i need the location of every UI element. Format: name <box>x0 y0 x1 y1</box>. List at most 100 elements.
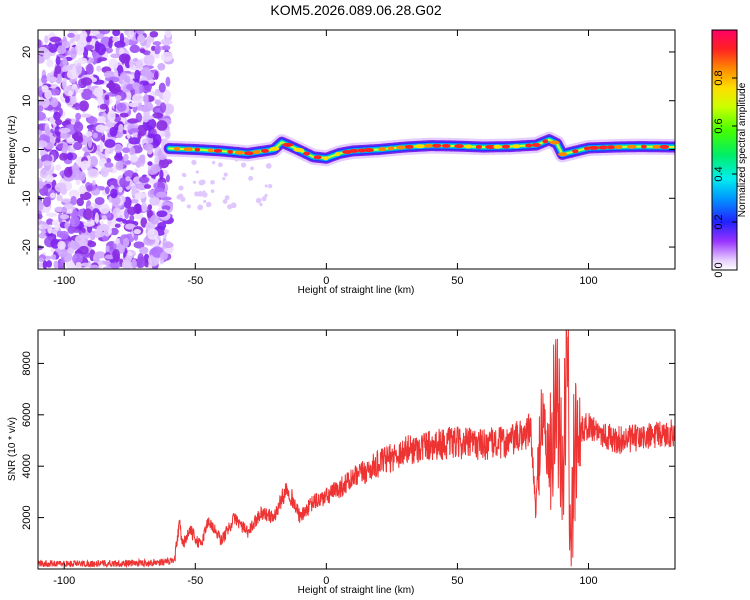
ridge-peak <box>441 143 451 148</box>
noise-dot <box>192 180 197 184</box>
noise-blob <box>88 168 98 177</box>
ridge-peak <box>234 150 244 155</box>
noise-blob <box>99 203 110 215</box>
noise-blob <box>97 57 108 62</box>
noise-blob <box>147 204 153 211</box>
noise-blob <box>130 154 139 163</box>
noise-blob <box>109 126 118 137</box>
noise-blob <box>99 103 108 110</box>
noise-blob <box>160 38 172 46</box>
noise-blob <box>155 191 168 198</box>
ridge-peak <box>342 149 352 154</box>
noise-blob <box>46 59 54 68</box>
noise-blob <box>157 62 166 71</box>
snr-panel: -100 -50 0 50 100 2000 4000 6000 8000 Height of … <box>7 329 676 596</box>
noise-blob <box>38 105 44 112</box>
ridge-peak <box>363 148 374 153</box>
noise-dot <box>240 162 247 168</box>
noise-blob <box>134 69 141 82</box>
snr-ticks: -100 -50 0 50 100 2000 4000 6000 8000 <box>21 330 675 587</box>
noise-blob <box>46 76 58 82</box>
ridge-peak <box>606 145 615 150</box>
noise-blob <box>134 192 147 199</box>
noise-blob <box>132 93 144 104</box>
noise-blob <box>86 35 92 43</box>
noise-blob <box>162 89 171 101</box>
noise-blob <box>63 166 73 178</box>
colorbar-ticks: 0.0 0.2 0.4 0.6 0.8 <box>713 70 737 278</box>
noise-blob <box>66 137 75 143</box>
noise-blob <box>75 112 82 121</box>
noise-blob <box>59 214 70 220</box>
noise-blob <box>38 111 46 121</box>
noise-blob <box>105 245 110 252</box>
noise-blob <box>106 82 117 88</box>
ridge-peak <box>542 139 549 144</box>
noise-blob <box>124 169 135 179</box>
noise-blob <box>62 57 68 67</box>
noise-blob <box>160 51 173 62</box>
chart-title: KOM5.2026.089.06.28.G02 <box>270 2 441 18</box>
noise-blob <box>134 212 144 220</box>
noise-blob <box>45 174 54 183</box>
noise-blob <box>97 115 106 124</box>
noise-blob <box>61 198 72 204</box>
snr-marks <box>38 330 675 569</box>
noise-blob <box>143 93 149 106</box>
noise-blob <box>89 230 96 241</box>
noise-blob <box>62 65 74 70</box>
ridge-peak <box>396 145 405 150</box>
noise-blob <box>93 87 104 98</box>
ridge-peak <box>414 144 426 149</box>
noise-blob <box>110 188 118 199</box>
noise-blob <box>63 203 74 210</box>
noise-blob <box>96 43 107 56</box>
y-tick-label: 2000 <box>21 505 33 529</box>
noise-blob <box>150 214 160 225</box>
noise-blob <box>75 63 83 75</box>
noise-blob <box>138 176 150 183</box>
colorbar-tick-label: 0.0 <box>713 262 725 277</box>
noise-blob <box>67 225 76 235</box>
noise-blob <box>136 257 142 268</box>
noise-dot <box>210 179 215 185</box>
noise-blob <box>97 95 103 106</box>
spectrogram-marks <box>38 30 675 269</box>
noise-blob <box>118 123 124 133</box>
noise-blob <box>84 44 95 50</box>
noise-blob <box>66 152 74 161</box>
noise-dot <box>222 177 226 181</box>
noise-dot <box>248 175 254 181</box>
noise-blob <box>114 154 123 162</box>
x-tick-label: -100 <box>53 575 75 587</box>
noise-dot <box>211 160 216 165</box>
ridge-peak <box>282 142 294 147</box>
ridge-peak <box>183 147 193 152</box>
noise-blob <box>127 118 139 124</box>
x-tick-label: -50 <box>187 275 203 287</box>
noise-blob <box>53 260 59 269</box>
noise-blob <box>83 221 95 227</box>
noise-blob <box>114 223 121 228</box>
noise-blob <box>129 128 140 133</box>
noise-blob <box>104 147 110 159</box>
ridge-peak <box>588 145 600 150</box>
ridge-peak <box>558 152 568 157</box>
noise-blob <box>65 181 73 192</box>
ridge-peak <box>387 146 395 151</box>
y-tick-label: 20 <box>21 46 33 58</box>
noise-blob <box>112 243 117 250</box>
ridge-peak <box>207 148 214 153</box>
noise-blob <box>164 129 171 140</box>
noise-blob <box>80 77 93 86</box>
x-tick-label: -100 <box>53 275 75 287</box>
ridge-peak <box>302 151 311 156</box>
noise-dot <box>205 201 212 208</box>
noise-blob <box>69 215 81 228</box>
noise-blob <box>75 179 81 186</box>
noise-blob <box>54 206 64 213</box>
noise-blob <box>112 30 121 37</box>
colorbar-label: Normalized spectral amplitude <box>737 82 748 217</box>
noise-blob <box>109 227 119 236</box>
ridge-peak <box>260 148 269 153</box>
